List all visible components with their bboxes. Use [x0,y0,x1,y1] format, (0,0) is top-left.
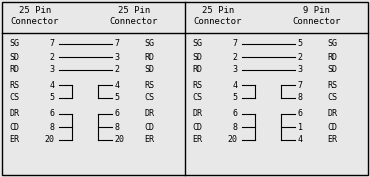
Text: RS: RS [328,81,338,90]
Text: 20: 20 [227,136,237,144]
Text: 6: 6 [115,110,120,118]
Text: SD: SD [328,65,338,75]
Text: 25 Pin
Connector: 25 Pin Connector [194,6,242,26]
Text: RS: RS [192,81,202,90]
Text: CS: CS [328,93,338,102]
Text: CD: CD [328,122,338,132]
Text: 4: 4 [115,81,120,90]
Text: SG: SG [328,39,338,48]
Text: CD: CD [145,122,155,132]
Text: RD: RD [145,53,155,61]
Text: 4: 4 [297,136,303,144]
Text: DR: DR [328,110,338,118]
Text: 5: 5 [115,93,120,102]
Text: SG: SG [9,39,19,48]
Text: CS: CS [192,93,202,102]
Text: 8: 8 [49,122,54,132]
Text: 3: 3 [297,65,303,75]
Text: RD: RD [328,53,338,61]
Text: DR: DR [145,110,155,118]
Text: 5: 5 [232,93,237,102]
Text: SD: SD [145,65,155,75]
Text: 3: 3 [115,53,120,61]
Text: 5: 5 [49,93,54,102]
Text: ER: ER [145,136,155,144]
Text: RD: RD [192,65,202,75]
Text: CD: CD [9,122,19,132]
Text: RS: RS [9,81,19,90]
Text: 9 Pin
Connector: 9 Pin Connector [293,6,341,26]
Text: 6: 6 [297,110,303,118]
Text: 6: 6 [232,110,237,118]
Text: 2: 2 [297,53,303,61]
Text: SG: SG [192,39,202,48]
Text: 1: 1 [297,122,303,132]
Text: ER: ER [328,136,338,144]
Text: RD: RD [9,65,19,75]
Text: 25 Pin
Connector: 25 Pin Connector [110,6,158,26]
Text: CD: CD [192,122,202,132]
Text: 5: 5 [297,39,303,48]
Text: 8: 8 [232,122,237,132]
Text: 20: 20 [115,136,125,144]
Text: 7: 7 [232,39,237,48]
Text: CS: CS [145,93,155,102]
Text: 2: 2 [232,53,237,61]
Text: 3: 3 [232,65,237,75]
Text: 4: 4 [49,81,54,90]
Text: 2: 2 [49,53,54,61]
Text: 2: 2 [115,65,120,75]
Text: 4: 4 [232,81,237,90]
Text: 8: 8 [115,122,120,132]
Text: SG: SG [145,39,155,48]
Text: ER: ER [192,136,202,144]
Text: DR: DR [9,110,19,118]
Text: ER: ER [9,136,19,144]
Text: 8: 8 [297,93,303,102]
Text: RS: RS [145,81,155,90]
Text: 7: 7 [49,39,54,48]
Text: 3: 3 [49,65,54,75]
Text: 20: 20 [44,136,54,144]
Text: 7: 7 [115,39,120,48]
Text: 25 Pin
Connector: 25 Pin Connector [11,6,59,26]
Text: 7: 7 [297,81,303,90]
Text: CS: CS [9,93,19,102]
Text: SD: SD [192,53,202,61]
Text: 6: 6 [49,110,54,118]
Text: DR: DR [192,110,202,118]
Text: SD: SD [9,53,19,61]
